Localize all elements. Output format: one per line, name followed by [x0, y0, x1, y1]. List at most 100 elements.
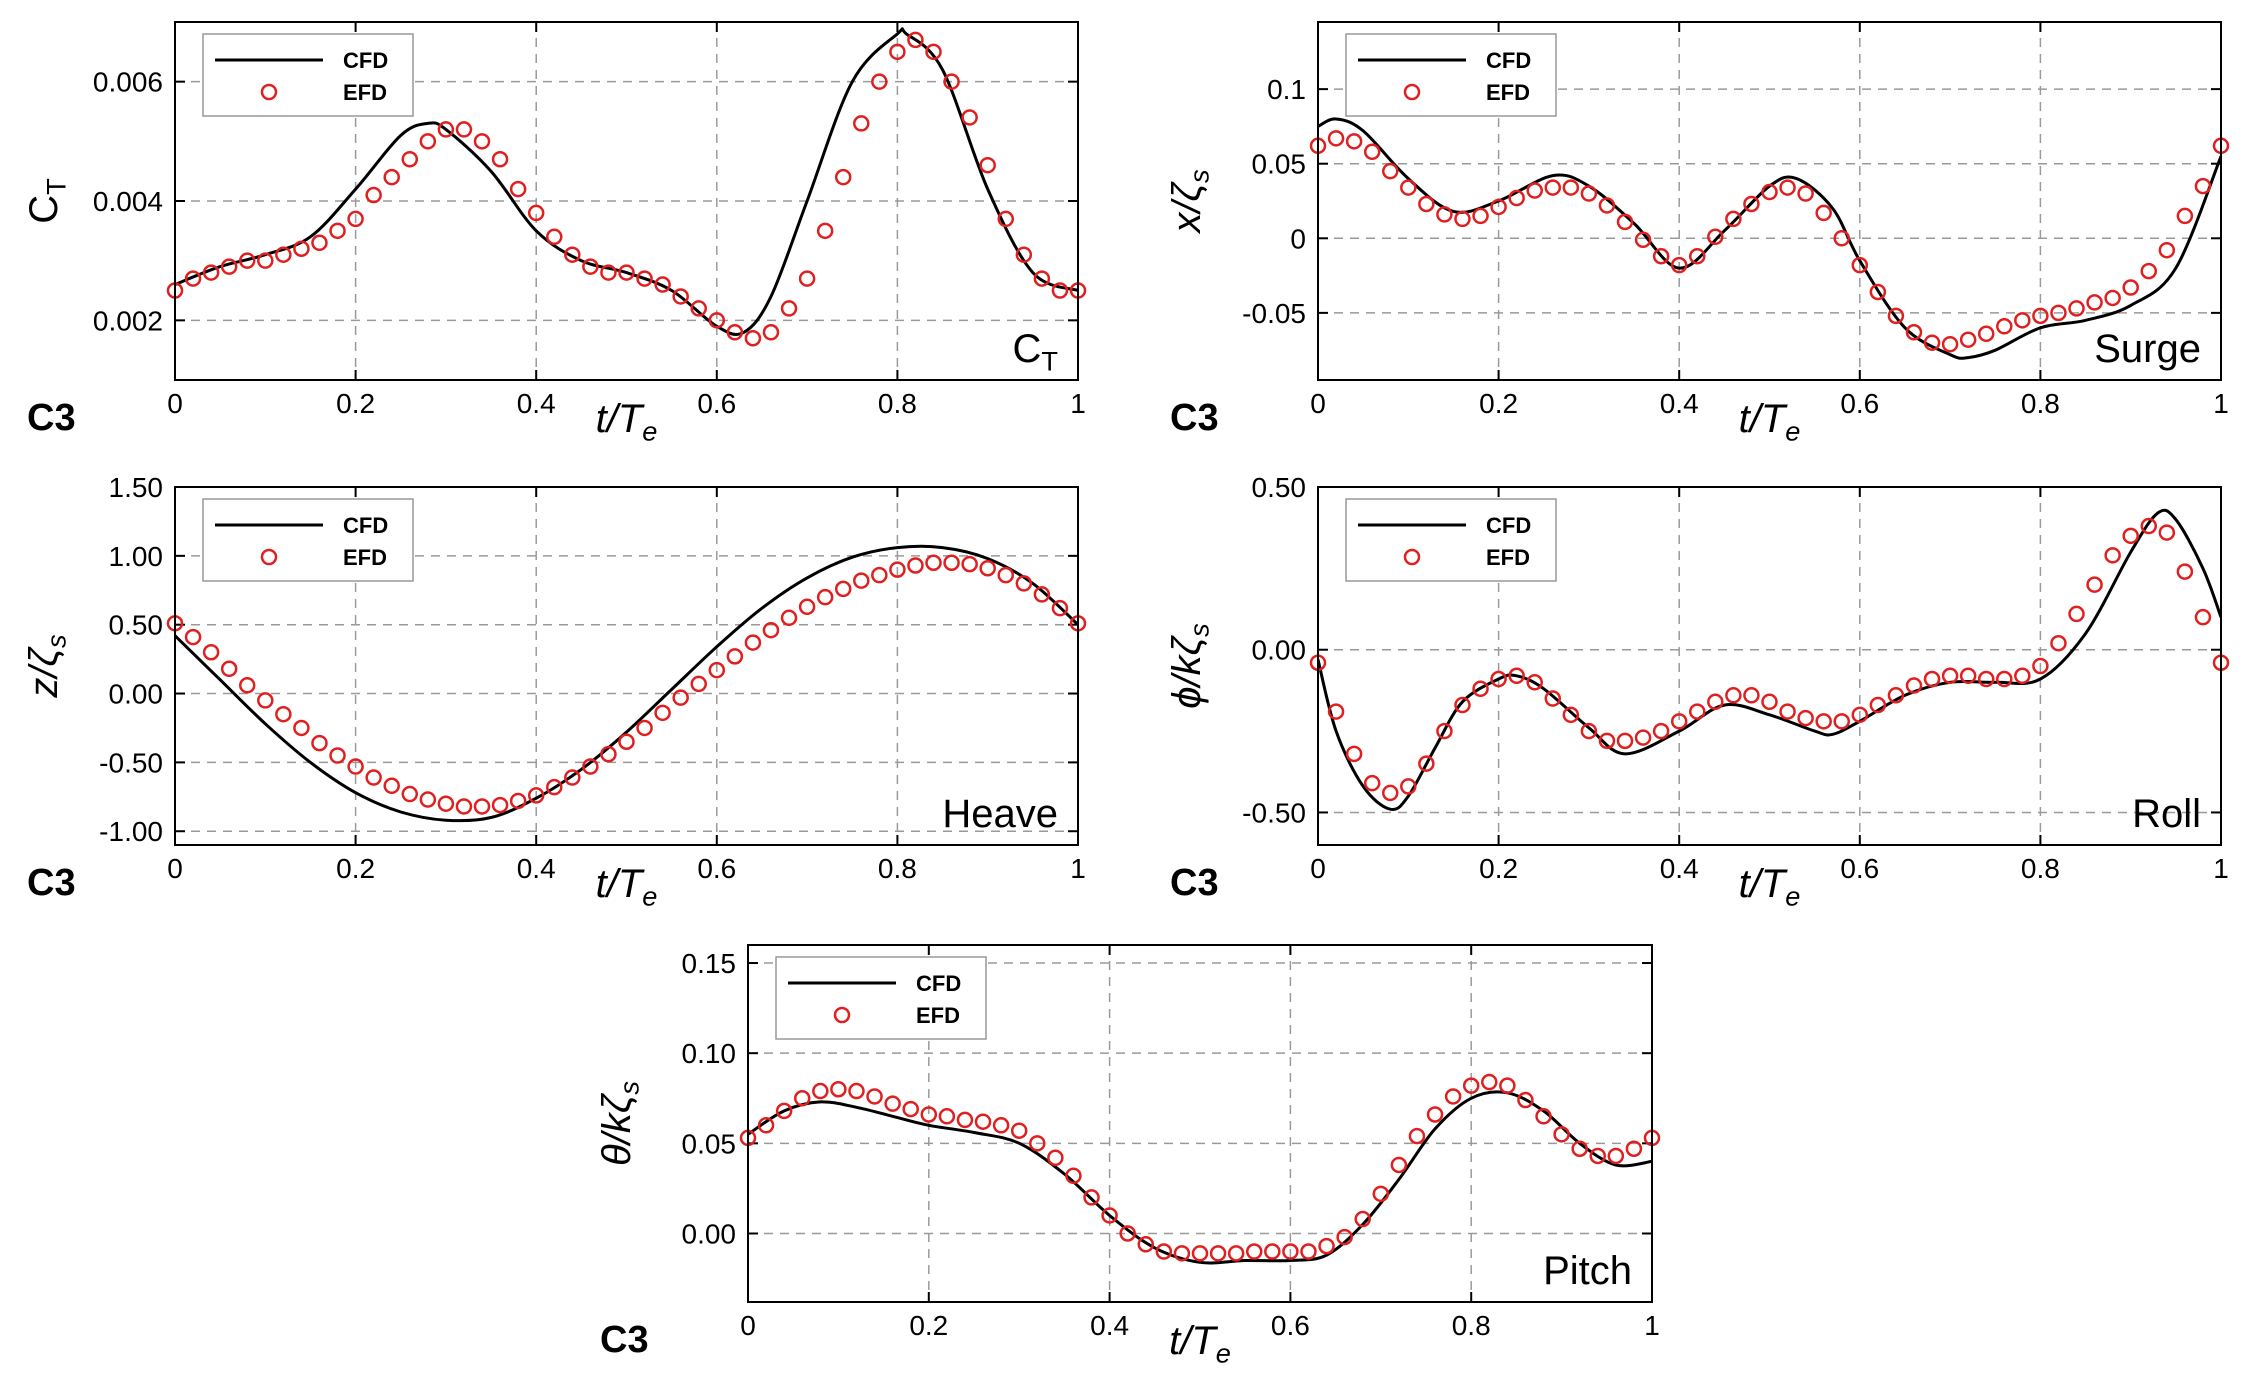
efd-point — [636, 719, 653, 737]
efd-point — [1833, 713, 1850, 730]
y-tick-label: 1.50 — [109, 472, 164, 503]
efd-point — [1815, 713, 1832, 730]
legend-efd-marker — [1403, 83, 1421, 101]
efd-point — [1436, 206, 1453, 223]
efd-point — [564, 769, 581, 786]
annotation-label: Heave — [942, 792, 1058, 836]
efd-point — [780, 300, 798, 317]
efd-point — [1173, 1245, 1191, 1262]
efd-point — [1905, 324, 1923, 341]
efd-point — [293, 240, 310, 257]
efd-point — [491, 796, 509, 814]
y-axis-label-main: x/ζ — [1165, 181, 1209, 235]
efd-point — [311, 234, 328, 252]
efd-point — [1282, 1243, 1299, 1260]
y-tick-label: 0.004 — [93, 186, 163, 217]
efd-point — [654, 704, 671, 722]
efd-point — [1571, 1140, 1588, 1157]
x-tick-label: 0.8 — [878, 853, 917, 884]
efd-point — [1725, 210, 1742, 228]
efd-point — [1345, 745, 1363, 763]
efd-point — [1015, 575, 1033, 592]
y-tick-label: -0.50 — [99, 747, 163, 778]
efd-point — [834, 168, 852, 186]
efd-point — [1101, 1207, 1118, 1224]
efd-point — [1227, 1245, 1245, 1262]
chart-roll-panel: 0 0.2 0.4 0.6 0.8 1 -0.50 0.00 0.50 CFD EFD Roll t/T… — [1165, 472, 2230, 912]
x-tick-label: 1 — [1070, 853, 1086, 884]
efd-point — [997, 210, 1015, 228]
efd-point — [1779, 179, 1796, 196]
efd-point — [925, 554, 942, 571]
efd-point — [1436, 722, 1453, 740]
x-axis-label-sub: e — [1216, 1338, 1231, 1369]
efd-point — [1191, 1245, 1209, 1262]
efd-point — [2050, 304, 2067, 322]
efd-point — [1544, 690, 1562, 707]
efd-point — [1472, 680, 1489, 698]
efd-point — [889, 561, 906, 578]
efd-point — [2068, 605, 2085, 623]
efd-point — [2068, 300, 2085, 317]
efd-point — [1318, 1237, 1335, 1255]
efd-point — [1652, 722, 1670, 740]
efd-point — [1589, 1147, 1607, 1165]
y-tick-label: 0.15 — [682, 948, 737, 979]
efd-point — [1408, 1127, 1426, 1145]
efd-point — [1562, 706, 1580, 724]
efd-point — [437, 795, 455, 812]
efd-point — [2158, 241, 2176, 259]
y-axis-label: x/ζs — [1165, 169, 1215, 235]
annotation-label-main: Surge — [2094, 327, 2201, 371]
legend-efd-label: EFD — [916, 1003, 960, 1028]
efd-point — [1797, 709, 1814, 727]
x-tick-label: 0.4 — [1660, 853, 1699, 884]
y-tick-label: 0.05 — [1252, 149, 1307, 180]
efd-point — [238, 677, 256, 694]
efd-point — [726, 324, 744, 341]
efd-point — [1761, 183, 1778, 201]
efd-point — [2104, 547, 2121, 564]
efd-point — [600, 264, 617, 281]
efd-point — [1598, 197, 1616, 214]
efd-point — [871, 566, 888, 584]
x-tick-label: 0.2 — [909, 1310, 948, 1341]
efd-point — [1372, 1185, 1390, 1203]
efd-point — [762, 324, 780, 341]
annotation-label-main: Roll — [2132, 792, 2201, 836]
y-tick-label: 0.00 — [109, 679, 164, 710]
efd-point — [1526, 182, 1543, 199]
efd-point — [1553, 1126, 1570, 1143]
efd-point — [744, 329, 762, 347]
efd-point — [2194, 608, 2212, 626]
case-label: C3 — [1170, 397, 1219, 439]
x-tick-label: 0 — [167, 388, 183, 419]
efd-point — [2014, 667, 2031, 685]
legend-cfd-label: CFD — [343, 48, 388, 73]
efd-point — [238, 252, 256, 269]
legend-box — [202, 33, 414, 117]
efd-point — [762, 621, 780, 639]
efd-point — [1607, 1147, 1625, 1165]
y-axis-label-main: z/ζ — [22, 646, 66, 699]
y-axis-label-main: θ/kζ — [595, 1092, 639, 1166]
efd-point — [365, 769, 382, 786]
legend-efd-marker — [260, 548, 278, 566]
efd-point — [509, 180, 527, 198]
annotation-label-main: C — [1013, 327, 1042, 371]
efd-point — [943, 73, 960, 90]
efd-point — [275, 246, 292, 263]
efd-point — [2086, 294, 2103, 311]
x-tick-label: 0.4 — [517, 853, 556, 884]
efd-point — [618, 264, 635, 281]
efd-point — [184, 628, 202, 646]
efd-point — [1743, 687, 1760, 704]
efd-point — [1869, 696, 1887, 714]
efd-point — [816, 222, 834, 240]
chart-surge-panel: 0 0.2 0.4 0.6 0.8 1 -0.05 0 0.05 0.1 CFD EFD Surge t/… — [1165, 21, 2230, 447]
y-tick-label: -0.50 — [1242, 797, 1306, 828]
efd-point — [473, 133, 491, 150]
efd-point — [1499, 1077, 1516, 1094]
x-tick-label: 0.4 — [1090, 1310, 1129, 1341]
y-axis-label-main: ϕ/kζ — [1165, 634, 1209, 708]
